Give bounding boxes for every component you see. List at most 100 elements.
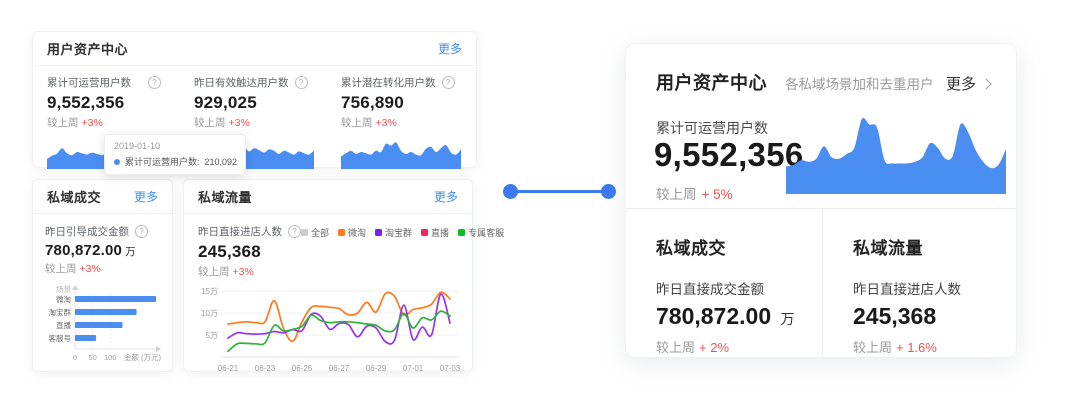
metric-label: 昨日引导成交金额 — [45, 226, 129, 238]
svg-text:100: 100 — [104, 353, 117, 362]
help-icon[interactable] — [288, 225, 301, 238]
metric-compare: 较上周 +3% — [341, 115, 461, 130]
compare-value: +3% — [232, 266, 254, 278]
card-title: 用户资产中心 — [656, 73, 767, 93]
deal-bar-chart[interactable]: 场景 微淘 淘宝群 直播 客服号 0 50 100 金额 (万元) — [45, 283, 162, 367]
metric-value: 780,872.00 万 — [45, 242, 160, 259]
compare-value: +3% — [79, 263, 101, 275]
legend-label: 专属客服 — [468, 228, 505, 238]
more-label: 更多 — [945, 76, 976, 93]
cell-compare: 较上周 + 2% — [656, 337, 822, 356]
sparkline-chart[interactable] — [341, 135, 461, 169]
card-header: 私域流量 更多 — [184, 180, 472, 214]
help-icon[interactable] — [148, 76, 161, 89]
more-link[interactable]: 更多 — [433, 190, 458, 204]
more-link[interactable]: 更多 — [437, 42, 462, 56]
user-asset-center-detail-card: 用户资产中心 各私域场景加和去重用户 更多 累计可运营用户数 9,552,356… — [625, 43, 1017, 358]
cell-title: 私域成交 — [656, 239, 726, 258]
svg-text:客服号: 客服号 — [49, 333, 72, 343]
legend-item-all[interactable]: 全部 — [301, 226, 329, 239]
private-traffic-cell: 私域流量 昨日直接进店人数 245,368 较上周 + 1.6% — [821, 209, 1016, 357]
metric-compare: 较上周 +3% — [194, 115, 314, 130]
svg-text:06-27: 06-27 — [329, 364, 350, 373]
legend-label: 淘宝群 — [385, 228, 413, 238]
svg-text:直播: 直播 — [56, 320, 71, 330]
compare-value: +3% — [81, 117, 103, 129]
metric-value: 929,025 — [194, 93, 257, 112]
metric-label: 累计可运营用户数 — [656, 120, 768, 136]
compare-value: + 5% — [701, 187, 733, 202]
cell-metric-label: 昨日直接成交金额 — [656, 282, 764, 297]
metric-compare: 较上周 + 5% — [656, 183, 733, 203]
svg-text:15万: 15万 — [201, 287, 218, 296]
legend-item-live[interactable]: 直播 — [421, 226, 449, 239]
value-number: 780,872.00 — [656, 303, 772, 329]
cell-metric-label: 昨日直接进店人数 — [852, 282, 961, 297]
metric-value: 245,368 — [198, 242, 261, 261]
svg-text:10万: 10万 — [201, 309, 218, 318]
value-unit: 万 — [125, 246, 136, 258]
value-number: 780,872.00 — [45, 242, 123, 259]
compare-label: 较上周 — [198, 266, 230, 278]
help-icon[interactable] — [135, 225, 148, 238]
metric-and-legend-row: 昨日直接进店人数 245,368 较上周+3% 全部 微淘 — [198, 224, 504, 279]
legend-item-taobao-group[interactable]: 淘宝群 — [375, 226, 412, 239]
card-header: 私域成交 更多 — [33, 180, 172, 214]
series-dot-icon — [114, 158, 120, 165]
svg-text:场景: 场景 — [56, 285, 71, 294]
tooltip-series-label: 累计可运营用户数: — [125, 157, 200, 167]
svg-text:06-25: 06-25 — [292, 364, 313, 373]
cell-compare: 较上周 + 1.6% — [853, 337, 1016, 356]
chart-legend: 全部 微淘 淘宝群 直播 — [301, 226, 504, 239]
private-deal-card: 私域成交 更多 昨日引导成交金额 780,872.00万 较上周+3% 场景微淘… — [32, 179, 173, 372]
legend-swatch-icon — [375, 229, 383, 236]
legend-label: 全部 — [311, 228, 330, 238]
legend-swatch-icon — [458, 229, 466, 236]
legend-swatch-icon — [301, 229, 308, 236]
legend-item-weitao[interactable]: 微淘 — [338, 226, 366, 239]
compare-label: 较上周 — [194, 117, 226, 129]
help-icon[interactable] — [294, 76, 308, 89]
cell-metric-value: 780,872.00 万 — [656, 303, 822, 330]
metric-label-row: 昨日有效触达用户数 — [194, 75, 314, 90]
legend-label: 直播 — [431, 228, 450, 238]
card-body: 昨日直接进店人数 245,368 较上周+3% 全部 微淘 — [184, 214, 504, 381]
connector-dot-right — [601, 184, 616, 199]
svg-text:金额 (万元): 金额 (万元) — [124, 352, 162, 362]
svg-text:5万: 5万 — [206, 331, 218, 340]
metric-label: 累计潜在转化用户数 — [341, 77, 436, 89]
metric-label-row: 昨日直接进店人数 — [198, 224, 301, 239]
metric-label-row: 累计潜在转化用户数 — [341, 75, 461, 90]
legend-swatch-icon — [421, 229, 429, 236]
compare-label: 较上周 — [656, 340, 696, 355]
svg-text:06-29: 06-29 — [366, 364, 387, 373]
sub-metrics-grid: 私域成交 昨日直接成交金额 780,872.00 万 较上周 + 2% 私域流量 … — [626, 208, 1016, 357]
metrics-row: 累计可运营用户数 9,552,356 较上周+3% 昨日有效触达用户数 929,… — [33, 66, 476, 175]
value-unit: 万 — [780, 311, 795, 327]
metric-value: 9,552,356 — [47, 93, 125, 112]
metric-compare: 较上周 +3% — [198, 264, 301, 279]
compare-value: +3% — [228, 117, 250, 129]
detail-area-chart[interactable] — [786, 114, 1006, 194]
legend-item-exclusive-service[interactable]: 专属客服 — [458, 226, 504, 239]
tooltip-date: 2019-01-10 — [114, 141, 161, 151]
legend-label: 微淘 — [348, 228, 367, 238]
card-header: 用户资产中心 各私域场景加和去重用户 更多 — [626, 44, 1016, 95]
svg-text:微淘: 微淘 — [56, 294, 71, 304]
metric-label-row: 昨日引导成交金额 — [45, 224, 160, 239]
compare-label: 较上周 — [45, 263, 77, 275]
connector-line — [511, 190, 609, 193]
connector-dot-left — [503, 184, 518, 199]
traffic-line-chart[interactable]: 5万 10万 15万 06-21 06-23 06-25 06-27 06-29 07-01 07… — [198, 283, 461, 381]
compare-value: + 2% — [699, 340, 730, 355]
cell-metric-value: 245,368 — [852, 303, 937, 329]
private-traffic-card: 私域流量 更多 昨日直接进店人数 245,368 较上周+3% — [183, 179, 504, 373]
metric-potential-users: 累计潜在转化用户数 756,890 较上周+3% — [341, 75, 461, 169]
help-icon[interactable] — [441, 76, 455, 89]
chevron-right-icon — [980, 78, 992, 90]
more-link[interactable]: 更多 — [133, 190, 158, 204]
legend-swatch-icon — [338, 229, 346, 236]
svg-text:07-01: 07-01 — [403, 364, 424, 373]
more-link[interactable]: 更多 — [945, 73, 992, 94]
